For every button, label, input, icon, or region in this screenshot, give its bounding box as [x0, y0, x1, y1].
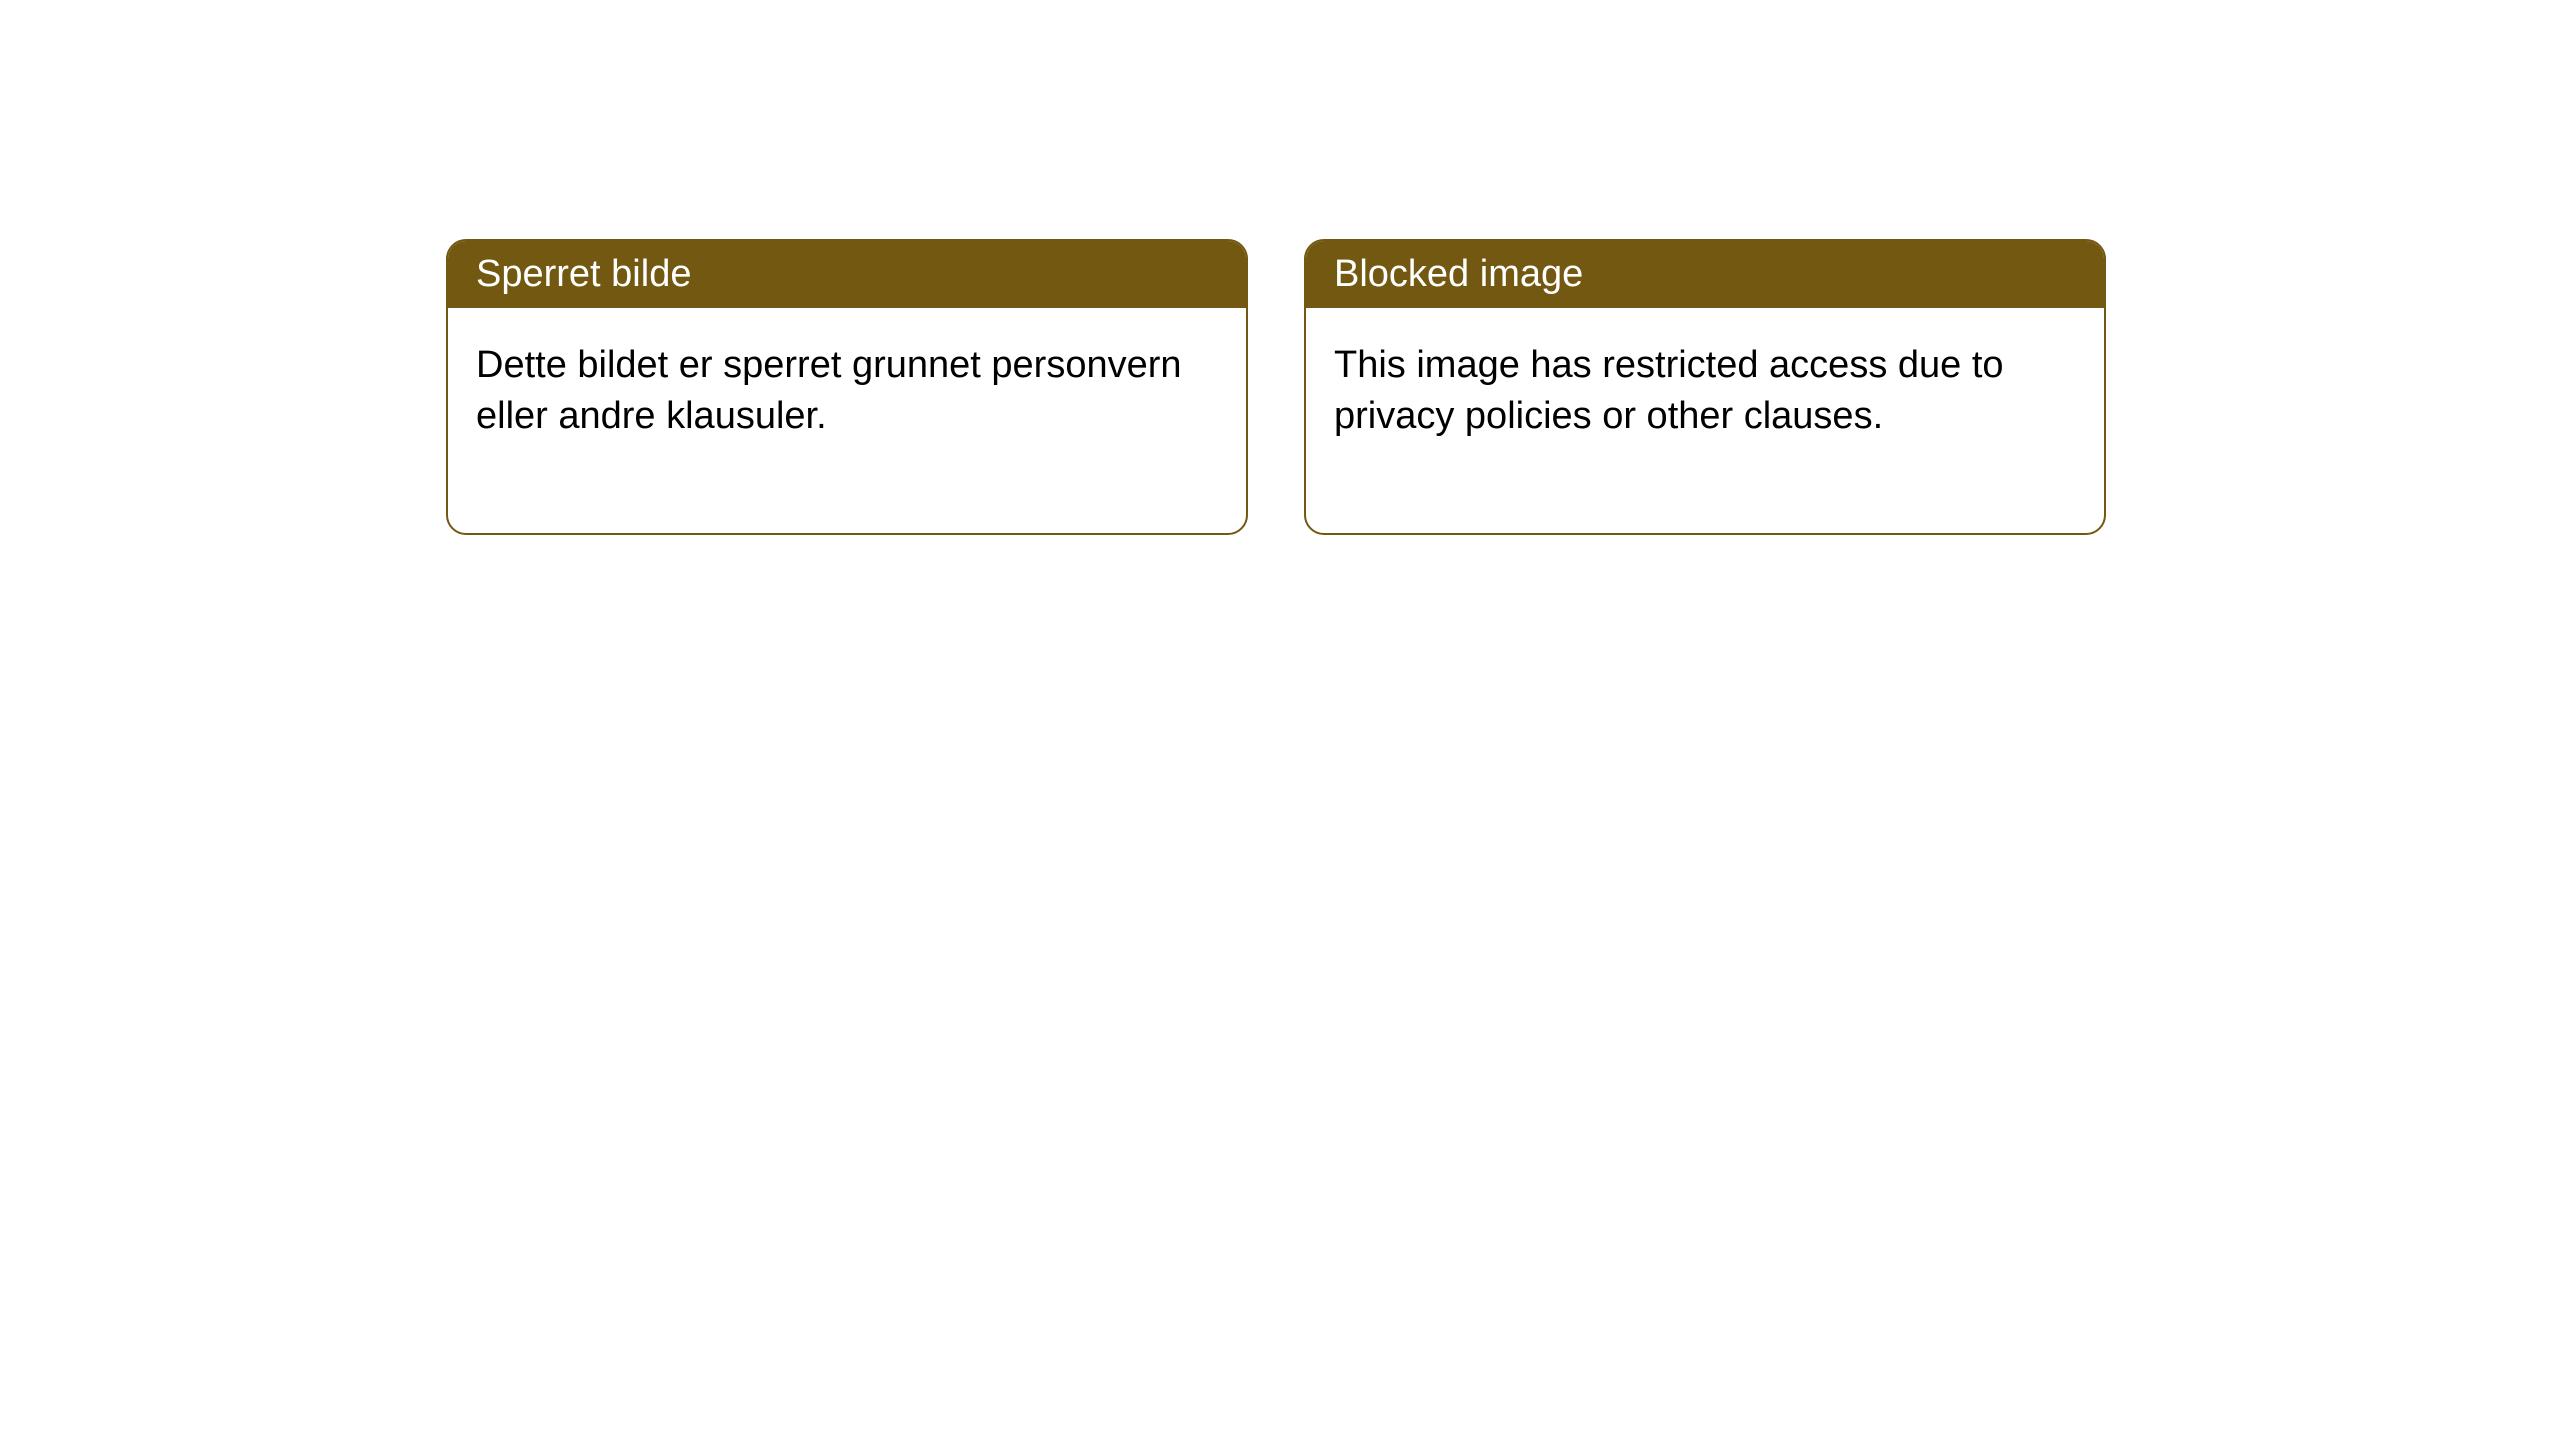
- blocked-image-card-no: Sperret bilde Dette bildet er sperret gr…: [446, 239, 1248, 535]
- notice-cards-container: Sperret bilde Dette bildet er sperret gr…: [446, 239, 2106, 535]
- card-header-no: Sperret bilde: [448, 241, 1246, 308]
- card-header-en: Blocked image: [1306, 241, 2104, 308]
- card-title-en: Blocked image: [1334, 253, 1583, 295]
- card-body-en: This image has restricted access due to …: [1306, 308, 2104, 533]
- card-title-no: Sperret bilde: [476, 253, 691, 295]
- card-message-no: Dette bildet er sperret grunnet personve…: [476, 344, 1182, 437]
- blocked-image-card-en: Blocked image This image has restricted …: [1304, 239, 2106, 535]
- card-body-no: Dette bildet er sperret grunnet personve…: [448, 308, 1246, 533]
- card-message-en: This image has restricted access due to …: [1334, 344, 2004, 437]
